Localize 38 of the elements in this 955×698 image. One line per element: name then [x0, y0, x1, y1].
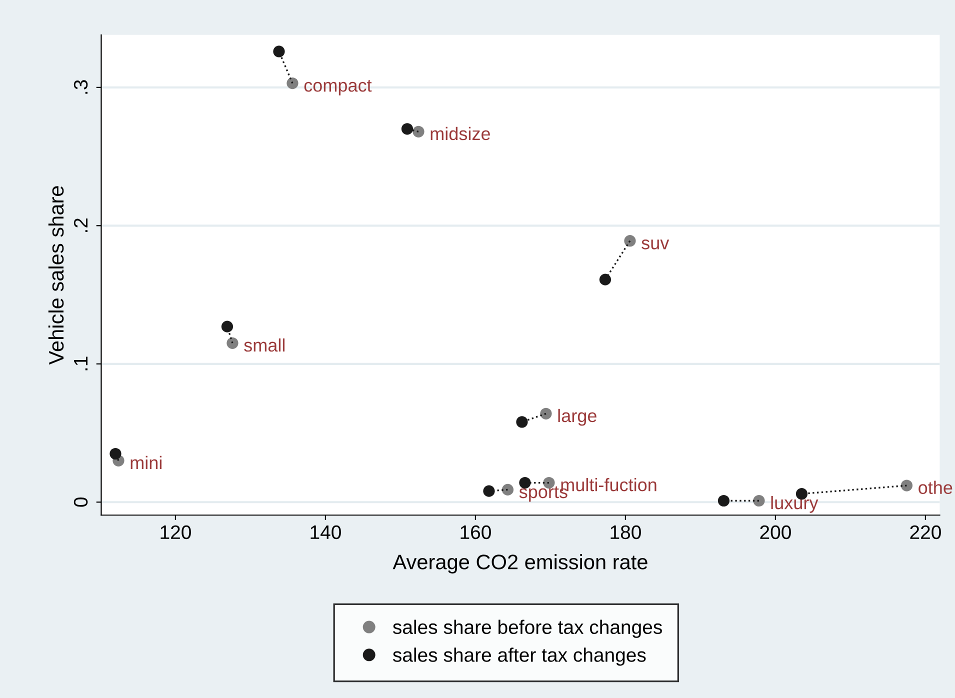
point: [624, 235, 636, 247]
y-tick-label: 0: [74, 497, 88, 507]
point: [516, 416, 528, 428]
y-tick-label: .3: [74, 80, 88, 94]
x-tick-label: 120: [160, 525, 191, 540]
annotation: small: [244, 338, 285, 352]
point: [502, 484, 514, 496]
point: [483, 485, 495, 497]
annotation: large: [558, 408, 596, 426]
point: [412, 126, 424, 138]
legend-label: sales share before tax changes: [392, 620, 662, 638]
point: [110, 448, 122, 460]
annotation: luxury: [771, 496, 818, 513]
point: [401, 123, 414, 135]
annotation: compact: [304, 80, 372, 96]
x-tick-label: 140: [310, 525, 341, 540]
point: [226, 337, 238, 349]
x-axis-title: Average CO2 emission rate: [392, 554, 648, 574]
x-tick-label: 200: [760, 525, 791, 540]
point: [540, 408, 552, 420]
annotation: suv: [642, 240, 670, 250]
legend-label: sales share after tax changes: [392, 648, 646, 666]
y-axis-title: Vehicle sales share: [48, 186, 64, 365]
point: [900, 480, 913, 492]
annotation: othe: [918, 480, 952, 494]
y-tick-label: .1: [74, 356, 88, 370]
annotation: mini: [130, 456, 162, 469]
point: [286, 77, 298, 90]
point: [718, 494, 730, 507]
point: [273, 46, 285, 58]
point: [221, 320, 234, 332]
y-tick-label: .2: [74, 218, 88, 232]
x-tick-label: 160: [460, 525, 491, 540]
annotation: midsize: [430, 126, 490, 140]
point: [753, 494, 765, 507]
x-tick-label: 180: [610, 525, 641, 540]
point: [599, 274, 612, 286]
x-tick-label: 220: [910, 525, 941, 540]
